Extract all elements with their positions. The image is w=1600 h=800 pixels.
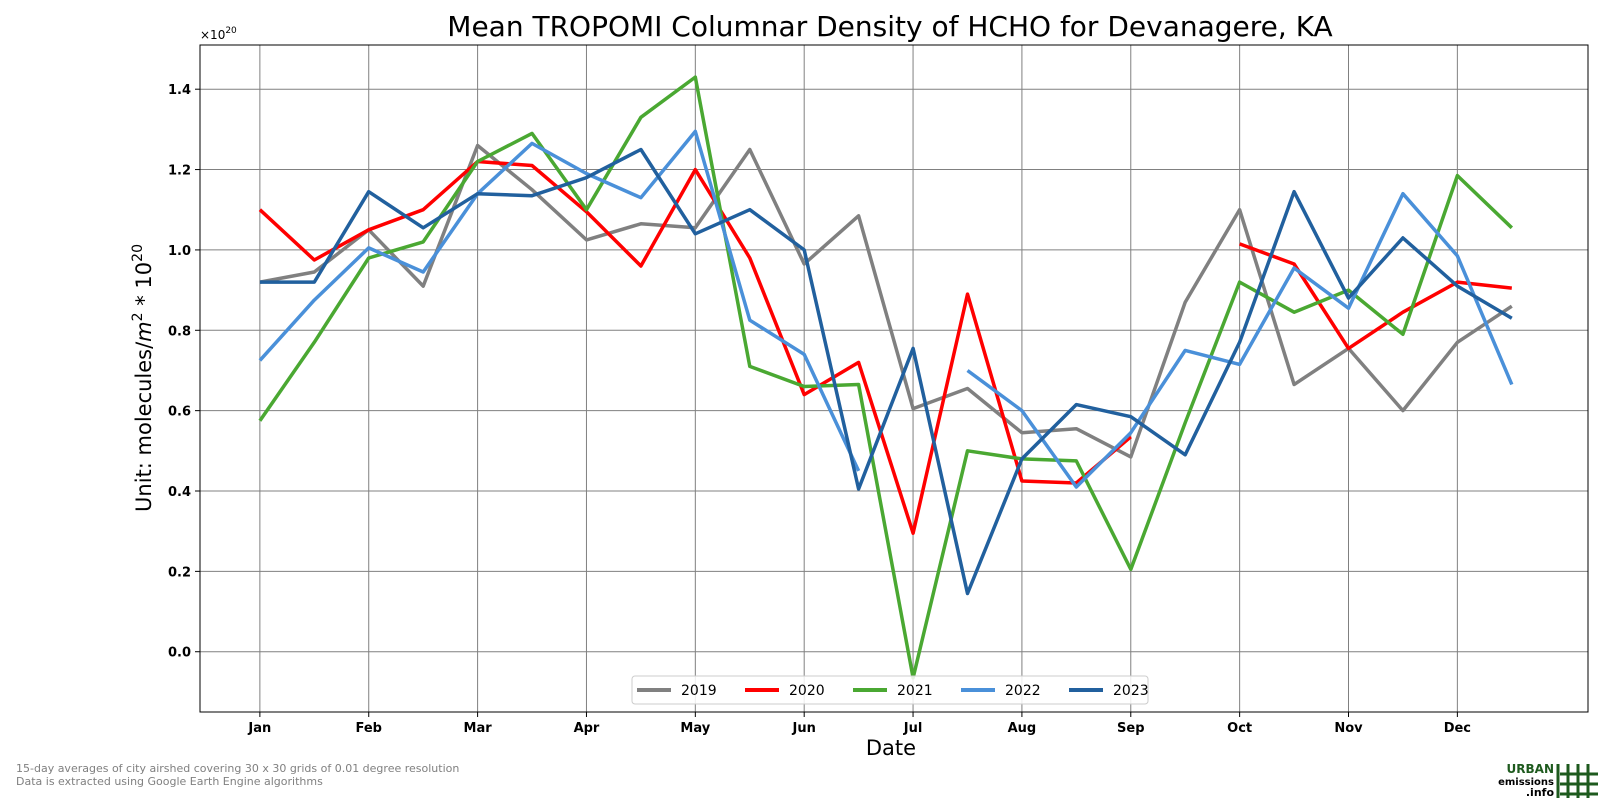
legend-label-2023: 2023 [1113,683,1149,699]
y-axis-ticks: 0.0 0.2 0.4 0.6 0.8 1.0 1.2 1.4 [168,83,200,661]
footnote-line-2: Data is extracted using Google Earth Eng… [16,775,323,788]
series-line-2021 [258,75,1514,680]
y-offset-label: ×1020 [200,26,237,42]
y-tick-label: 0.4 [168,485,191,500]
logo-word-urban: URBAN [1507,762,1554,776]
y-label-mid: * 10 [132,262,156,313]
y-axis-label: Unit: molecules/m2 * 1020 [130,244,156,512]
y-tick-label: 0.6 [168,405,191,420]
legend-label-2021: 2021 [897,683,933,699]
y-tick-label: 1.0 [168,244,191,259]
legend: 2019 2020 2021 2022 2023 [631,675,1149,705]
x-tick-label: Jul [903,721,923,736]
y-tick-label: 0.0 [168,646,191,661]
x-axis-ticks: Jan Feb Mar Apr May Jun Jul Aug Sep Oct Nov Dec [247,712,1471,736]
x-tick-label: Aug [1008,721,1037,736]
x-tick-label: Dec [1444,721,1471,736]
y-label-unit: m [132,321,156,341]
legend-label-2022: 2022 [1005,683,1041,699]
legend-box [631,675,1149,705]
logo-word-info: .info [1526,786,1555,798]
grid [200,45,1588,712]
x-axis-label: Date [866,736,916,760]
series-line-2022 [258,129,1514,489]
y-label-prefix: Unit: molecules/ [132,341,156,512]
legend-label-2020: 2020 [789,683,825,699]
x-tick-label: Mar [464,721,493,736]
y-tick-label: 1.4 [168,83,191,98]
urban-emissions-logo: URBAN emissions .info [1498,762,1598,798]
y-offset-base: ×10 [200,28,225,42]
logo-word-emissions: emissions [1498,777,1554,788]
chart-title: Mean TROPOMI Columnar Density of HCHO fo… [447,10,1332,43]
x-tick-label: Sep [1117,721,1145,736]
legend-label-2019: 2019 [681,683,717,699]
series-line-2023 [259,147,1513,596]
y-offset-exponent: 20 [225,26,237,36]
x-tick-label: Feb [355,721,381,736]
y-label-sup1: 2 [130,312,146,321]
y-tick-label: 0.2 [168,565,191,580]
x-tick-label: Apr [574,721,600,736]
x-tick-label: May [680,721,710,736]
y-tick-label: 1.2 [168,164,191,179]
y-tick-label: 0.8 [168,324,191,339]
grid-icon [1556,764,1598,798]
x-tick-label: Jan [247,721,271,736]
x-tick-label: Jun [792,721,816,736]
footnote-line-1: 15-day averages of city airshed covering… [16,762,460,775]
y-label-sup2: 20 [130,244,146,262]
x-tick-label: Oct [1227,721,1252,736]
plot-frame [199,44,1589,713]
series-lines [258,75,1514,680]
x-tick-label: Nov [1334,721,1363,736]
series-line-2020 [258,159,1512,535]
